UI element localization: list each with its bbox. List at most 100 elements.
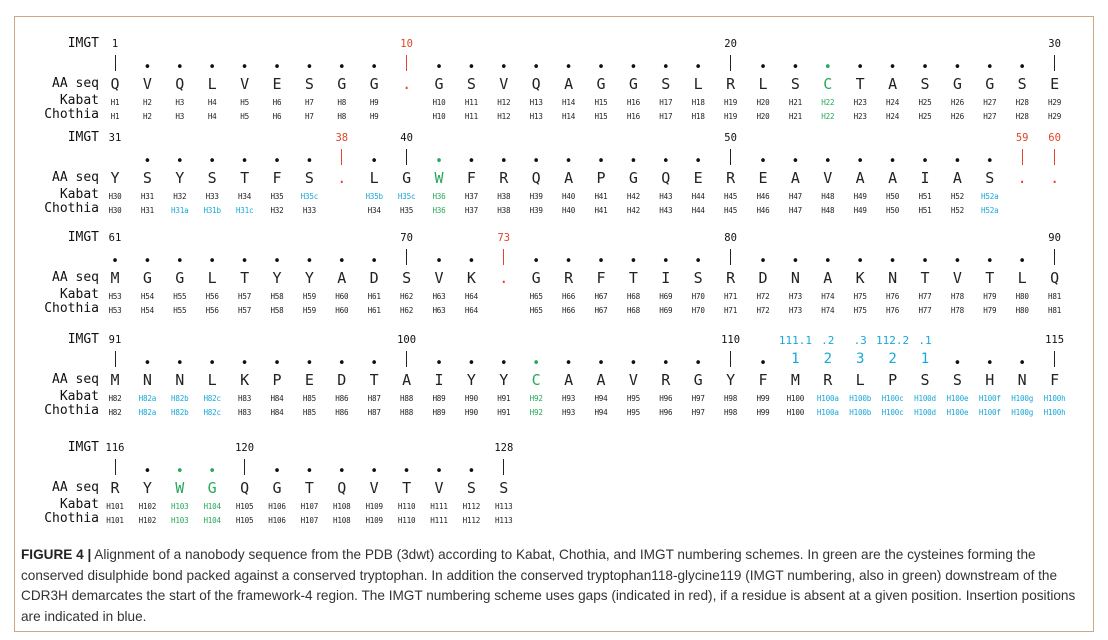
residue: Y <box>175 169 185 187</box>
imgt-number: 59 <box>1015 132 1029 144</box>
imgt-number: .2 <box>821 334 835 347</box>
kabat-number: H22 <box>821 98 835 107</box>
chothia-number: H31 <box>140 206 154 215</box>
position-dot: • <box>985 254 994 269</box>
kabat-number: H43 <box>659 192 673 201</box>
position-dot: • <box>532 254 541 269</box>
position-dot: • <box>175 60 184 75</box>
residue: D <box>369 269 379 287</box>
residue: Y <box>304 269 314 287</box>
kabat-number: H66 <box>562 292 576 301</box>
position-dot: • <box>435 60 443 75</box>
kabat-number: H51 <box>918 192 932 201</box>
chothia-number: H38 <box>497 206 511 215</box>
row-label-kabat: Kabat <box>59 497 99 512</box>
chothia-number: H71 <box>724 306 738 315</box>
kabat-number: H50 <box>886 192 900 201</box>
residue: N <box>1017 371 1027 389</box>
residue: A <box>823 269 833 287</box>
chothia-number: H82c <box>203 408 221 417</box>
position-dot: • <box>1018 356 1027 371</box>
chothia-number: H30 <box>108 206 122 215</box>
residue: G <box>952 75 962 93</box>
chothia-number: H68 <box>626 306 640 315</box>
position-dot: • <box>1018 60 1027 75</box>
position-dot: • <box>240 60 249 75</box>
imgt-number: .1 <box>918 334 932 347</box>
residue: T <box>855 75 865 93</box>
kabat-number: H39 <box>529 192 543 201</box>
position-dot: • <box>370 464 379 479</box>
position-dot: • <box>305 60 314 75</box>
kabat-number: H100g <box>1011 394 1034 403</box>
chothia-number: H93 <box>562 408 576 417</box>
chothia-number: H13 <box>529 112 543 121</box>
residue: S <box>920 75 930 93</box>
residue: A <box>888 169 898 187</box>
residue: V <box>434 269 444 287</box>
kabat-number: H80 <box>1015 292 1029 301</box>
position-dot: • <box>273 356 281 371</box>
residue: R <box>726 75 736 93</box>
chothia-number: H31b <box>203 206 221 215</box>
residue: G <box>272 479 282 497</box>
residue: G <box>531 269 541 287</box>
residue: A <box>888 75 898 93</box>
residue: F <box>1050 371 1060 389</box>
residue: S <box>466 75 476 93</box>
position-dot: • <box>985 154 994 169</box>
position-dot: • <box>435 154 443 169</box>
chothia-number: H96 <box>659 408 673 417</box>
kabat-number: H100f <box>978 394 1001 403</box>
chothia-number: H47 <box>788 206 802 215</box>
kabat-number: H4 <box>207 98 217 107</box>
residue: R <box>564 269 574 287</box>
position-dot: • <box>370 60 379 75</box>
position-dot: • <box>240 356 249 371</box>
position-tick <box>1021 149 1023 165</box>
kabat-number: H57 <box>238 292 252 301</box>
residue: N <box>175 371 185 389</box>
residue: Q <box>175 75 185 93</box>
position-dot: • <box>759 356 767 371</box>
position-dot: • <box>953 356 962 371</box>
chothia-number: H74 <box>821 306 835 315</box>
residue: N <box>790 269 800 287</box>
chothia-number: H86 <box>335 408 349 417</box>
position-dot: • <box>791 154 800 169</box>
row-label-chothia: Chothia <box>44 403 99 418</box>
chothia-number: H60 <box>335 306 349 315</box>
residue: S <box>142 169 152 187</box>
chothia-number: H39 <box>529 206 543 215</box>
caption-text: Alignment of a nanobody sequence from th… <box>21 547 1076 624</box>
row-label-aa: AA seq <box>52 480 99 495</box>
residue: T <box>920 269 930 287</box>
residue: Q <box>337 479 347 497</box>
chothia-number: H24 <box>886 112 900 121</box>
kabat-number: H5 <box>240 98 249 107</box>
position-tick <box>114 459 116 475</box>
position-dot: • <box>143 356 152 371</box>
kabat-number: H72 <box>756 292 770 301</box>
residue: H <box>985 371 995 389</box>
residue: A <box>952 169 962 187</box>
kabat-number: H75 <box>853 292 867 301</box>
kabat-number: H13 <box>529 98 543 107</box>
kabat-number: H95 <box>626 394 640 403</box>
chothia-number: H27 <box>983 112 997 121</box>
kabat-number: H102 <box>138 502 157 511</box>
position-dot: • <box>143 254 152 269</box>
position-dot: • <box>629 356 638 371</box>
row-label-kabat: Kabat <box>59 389 99 404</box>
kabat-number: H2 <box>143 98 152 107</box>
position-dot: • <box>564 154 573 169</box>
residue: A <box>596 371 606 389</box>
position-dot: • <box>240 154 249 169</box>
residue: . <box>499 269 509 287</box>
row-label-kabat: Kabat <box>59 187 99 202</box>
residue: G <box>985 75 995 93</box>
kabat-number: H52 <box>950 192 964 201</box>
kabat-number: H99 <box>756 394 770 403</box>
chothia-number: H81 <box>1048 306 1062 315</box>
position-tick <box>730 351 732 367</box>
